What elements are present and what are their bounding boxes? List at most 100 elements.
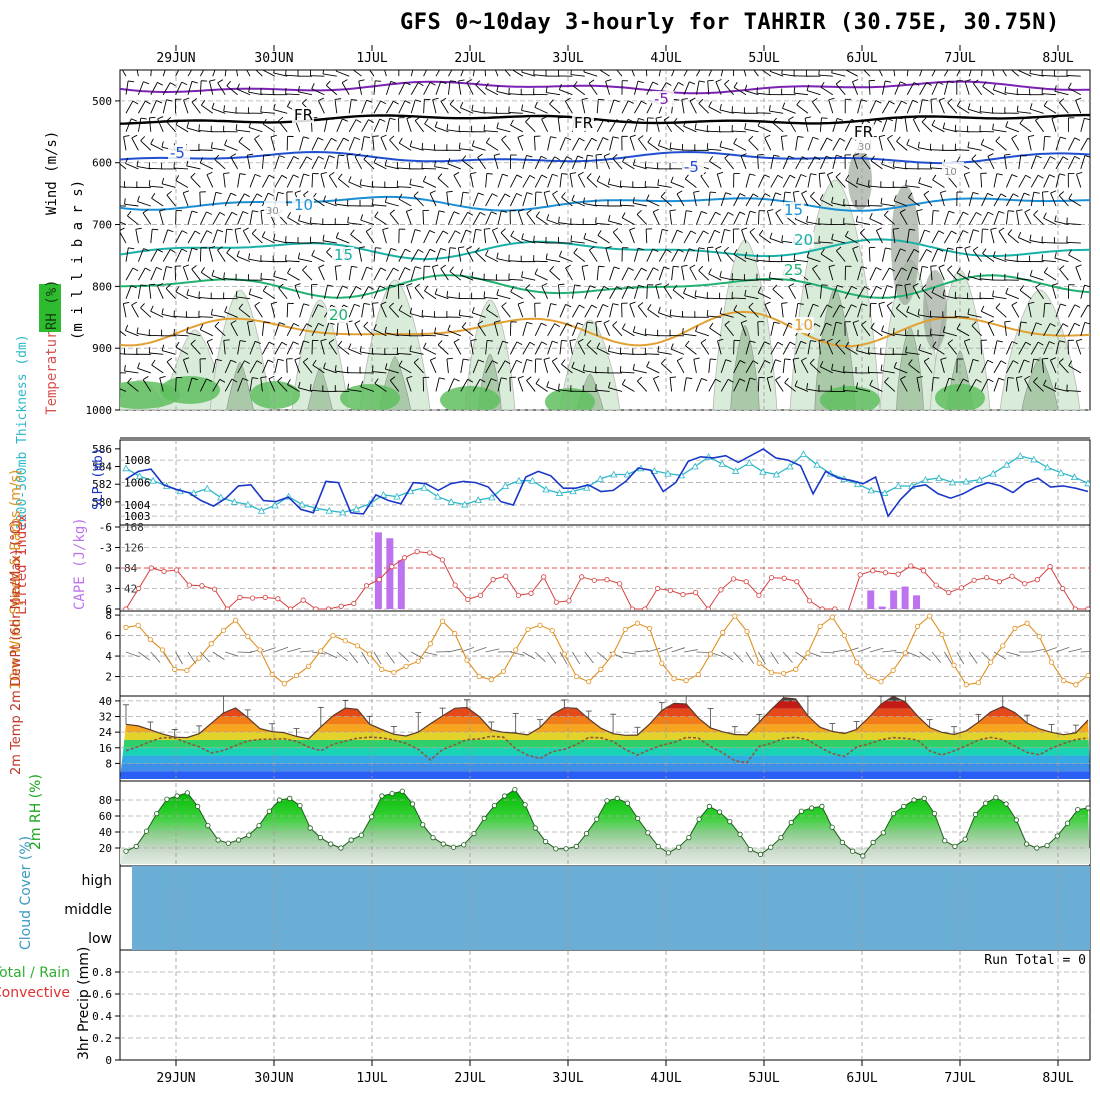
surface-wind-barb (485, 648, 500, 653)
wind-barb-flag (267, 192, 274, 197)
lifted-index-marker-1 (136, 585, 142, 592)
wind-barb-flag (1033, 191, 1040, 194)
wind-barb-staff (612, 325, 623, 337)
wind-barb-staff (270, 136, 276, 151)
wind-barb-flag (586, 340, 592, 346)
temperature-band-2 (120, 755, 1090, 764)
text-layer: 29JUN29JUN30JUN30JUN1JUL1JUL2JUL2JUL3JUL… (0, 51, 1086, 1086)
wind-barb-flag (1051, 283, 1059, 286)
wind-barb-flag (260, 376, 267, 378)
wind-barb-staff (461, 160, 474, 170)
wind-barb-flag (784, 377, 789, 384)
wind-speed-marker-50 (732, 613, 738, 619)
wind-barb-staff (646, 284, 648, 299)
wind-barb-staff (312, 197, 325, 207)
wind-barb-flag (268, 375, 275, 380)
wind-barb-flag (209, 246, 216, 249)
wind-barb-flag (1033, 210, 1039, 216)
wind-barb-staff (1018, 192, 1025, 207)
surface-wind-barb (559, 651, 568, 665)
rh-marker-73 (870, 839, 876, 846)
wind-barb-staff (274, 341, 283, 355)
surface-wind-barb (212, 651, 225, 661)
wind-barb-flag (430, 357, 436, 361)
wind-barb-flag (217, 229, 224, 233)
y-tick-label: 500 (92, 95, 112, 108)
wind-barb-staff (1030, 359, 1035, 373)
wind-speed-marker-44 (659, 660, 665, 666)
wind-barb-flag (350, 63, 354, 68)
wind-barb-staff (323, 368, 337, 374)
wind-barb-flag (627, 118, 634, 123)
wind-barb-flag (869, 379, 873, 386)
wind-barb-flag (905, 179, 907, 186)
lifted-index-marker-32 (528, 590, 534, 596)
y-tick-label: 4 (105, 650, 112, 663)
wind-barb-staff (828, 99, 834, 114)
wind-barb-staff (1043, 323, 1051, 337)
wind-barb-flag (1060, 136, 1067, 140)
wind-barb-staff (995, 140, 1007, 151)
wind-barb-flag (775, 376, 781, 381)
wind-barb-staff (597, 235, 610, 244)
wind-barb-staff (1041, 75, 1057, 77)
wind-barb-staff (508, 112, 523, 114)
wind-barb-flag (161, 177, 165, 184)
wind-barb-flag (521, 70, 523, 73)
wind-barb-staff (745, 211, 751, 225)
surface-wind-barb (1006, 651, 1021, 657)
wind-barb-staff (157, 285, 164, 299)
wind-barb-staff (794, 385, 809, 392)
wind-barb-staff (732, 278, 747, 281)
wind-barb-flag (678, 248, 684, 253)
wind-barb-staff (733, 360, 741, 374)
wind-barb-flag (781, 302, 788, 304)
wind-barb-staff (708, 211, 716, 225)
rh-marker-14 (266, 808, 272, 814)
lifted-index-marker-58 (857, 572, 863, 578)
wind-barb-staff (882, 100, 890, 114)
wind-barb-staff (571, 155, 579, 170)
wind-barb-flag (918, 177, 921, 184)
wind-barb-flag (123, 301, 130, 304)
lifted-index-marker-36 (579, 574, 585, 580)
wind-barb-flag (131, 301, 138, 306)
wind-barb-staff (460, 107, 474, 114)
rh-marker-92 (1064, 820, 1071, 826)
wind-barb-flag (550, 136, 557, 139)
wind-speed-marker-52 (756, 660, 762, 666)
wind-barb-staff (906, 249, 915, 262)
wind-barb-flag (458, 142, 461, 149)
wind-barb-flag (504, 193, 511, 198)
wind-barb-staff (956, 378, 964, 392)
wind-barb-staff (657, 351, 672, 355)
wind-barb-flag (698, 247, 705, 250)
wind-barb-flag (987, 359, 994, 364)
cape-bar-5 (890, 590, 898, 609)
wind-barb-staff (968, 70, 972, 77)
wind-barb-flag (681, 98, 688, 100)
wind-barb-flag (956, 156, 961, 163)
wind-speed-marker-77 (1061, 678, 1067, 684)
wind-barb-staff (336, 154, 339, 169)
cape-bar-2 (397, 560, 405, 609)
wind-barb-staff (672, 122, 685, 133)
wind-barb-staff (559, 304, 566, 318)
wind-barb-flag (191, 98, 198, 103)
wind-barb-flag (310, 217, 312, 224)
wind-barb-staff (223, 173, 226, 188)
wind-barb-flag (500, 377, 508, 380)
wind-barb-staff (453, 175, 462, 188)
wind-barb-flag (586, 173, 592, 179)
surface-wind-barb (758, 651, 766, 665)
wind-barb-staff (385, 368, 399, 374)
wind-barb-staff (689, 100, 697, 114)
wind-barb-staff (262, 341, 270, 355)
wind-barb-staff (715, 248, 722, 262)
rh-marker-31 (440, 841, 446, 847)
wind-barb-flag (227, 62, 233, 63)
surface-wind-barb (262, 647, 276, 653)
wind-barb-staff (432, 99, 437, 114)
wind-barb-flag (337, 340, 343, 346)
wind-barb-flag (200, 100, 206, 106)
